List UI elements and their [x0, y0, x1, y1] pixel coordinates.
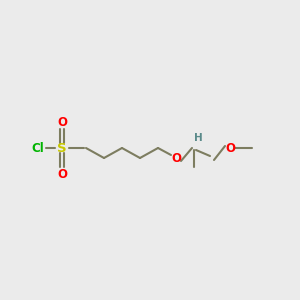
Text: O: O: [57, 116, 67, 128]
Text: S: S: [57, 142, 67, 154]
Text: O: O: [171, 152, 181, 164]
Text: Cl: Cl: [32, 142, 44, 154]
Text: O: O: [225, 142, 235, 154]
Text: O: O: [57, 167, 67, 181]
Text: H: H: [194, 133, 202, 143]
